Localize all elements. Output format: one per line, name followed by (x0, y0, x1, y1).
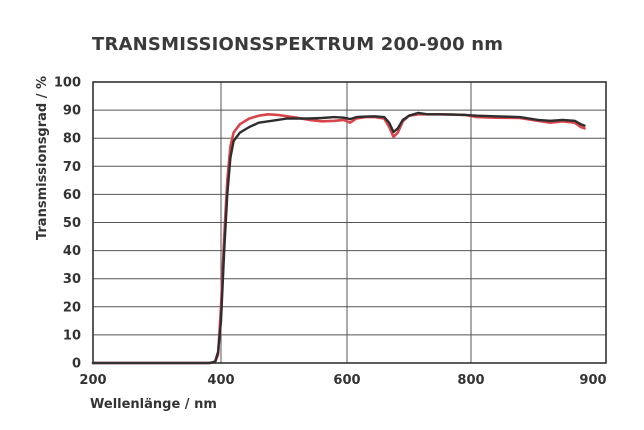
y-tick-label: 30 (63, 272, 81, 287)
series-line-red (91, 113, 586, 365)
x-tick-label: 900 (579, 373, 606, 388)
plot-frame (92, 81, 607, 364)
y-tick-label: 90 (63, 104, 81, 119)
y-tick-label: 0 (72, 357, 81, 372)
y-tick-label: 10 (63, 328, 81, 343)
x-tick-label: 400 (207, 373, 234, 388)
x-tick-label: 200 (79, 373, 106, 388)
y-tick-label: 50 (63, 216, 81, 231)
y-tick-label: 80 (63, 132, 81, 147)
y-tick-label: 40 (63, 244, 81, 259)
x-tick-labels: 200 400 600 800 900 (79, 373, 606, 388)
y-tick-label: 60 (63, 188, 81, 203)
y-tick-label: 70 (63, 160, 81, 175)
grid-layer (93, 81, 606, 364)
x-tick-label: 800 (457, 373, 484, 388)
y-tick-label: 20 (63, 300, 81, 315)
x-tick-label: 600 (333, 373, 360, 388)
chart-title: TRANSMISSIONSSPEKTRUM 200-900 nm (92, 34, 504, 55)
y-tick-label: 100 (54, 76, 81, 91)
series-line-dark (91, 111, 586, 365)
x-axis-label: Wellenlänge / nm (90, 397, 217, 412)
y-axis-label: Transmissionsgrad / % (35, 76, 50, 240)
series-layer (91, 111, 586, 365)
y-tick-labels: 0 10 20 30 40 50 60 70 80 90 100 (54, 76, 81, 372)
